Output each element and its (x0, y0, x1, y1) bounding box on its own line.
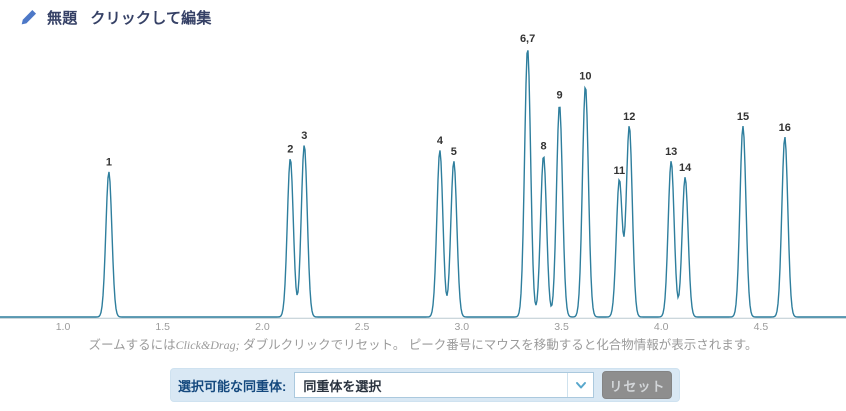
peak-label[interactable]: 3 (301, 130, 307, 142)
peak-label[interactable]: 10 (579, 71, 591, 83)
peak-label[interactable]: 16 (779, 122, 791, 134)
peak-label[interactable]: 12 (623, 111, 635, 123)
help-text-clickdrag: Click&Drag; (175, 338, 240, 352)
x-tick-label: 3.5 (554, 321, 569, 333)
peak-label[interactable]: 1 (106, 157, 112, 169)
x-tick-label: 2.5 (355, 321, 370, 333)
peak-label[interactable]: 11 (613, 165, 625, 177)
isobar-select-label: 選択可能な同重体: (178, 378, 287, 394)
chevron-down-icon[interactable] (567, 373, 593, 397)
x-tick-label: 3.0 (454, 321, 469, 333)
page-title[interactable]: 無題 (47, 10, 78, 27)
x-tick-label: 4.0 (654, 321, 669, 333)
peak-label[interactable]: 14 (679, 162, 692, 174)
peak-label[interactable]: 13 (665, 146, 677, 158)
chromatogram-chart[interactable]: 1.0 1.5 2.0 2.5 3.0 3.5 4.0 4.5 123 456,78910111… (0, 30, 846, 355)
help-text-pre: ズームするには (88, 338, 176, 352)
chromatogram-trace (0, 50, 846, 318)
peak-label[interactable]: 8 (541, 141, 547, 153)
x-tick-label: 4.5 (754, 321, 769, 333)
x-tick-label: 2.0 (255, 321, 270, 333)
isobar-control-bar: 選択可能な同重体: 同重体を選択 リセット (170, 368, 680, 402)
peak-label[interactable]: 15 (737, 111, 749, 123)
isobar-select-value[interactable]: 同重体を選択 (303, 378, 382, 394)
title-edit-hint[interactable]: クリックして編集 (90, 10, 212, 27)
peak-label[interactable]: 2 (287, 143, 293, 155)
help-text-post: ダブルクリックでリセット。 ピーク番号にマウスを移動すると化合物情報が表示されま… (239, 338, 758, 352)
x-tick-label: 1.0 (56, 321, 71, 333)
x-tick-label: 1.5 (155, 321, 170, 333)
peak-label[interactable]: 9 (556, 90, 562, 102)
isobar-select[interactable]: 同重体を選択 (294, 372, 595, 398)
chart-title-editor[interactable]: 無題 クリックして編集 (20, 7, 212, 28)
chart-help-text: ズームするにはClick&Drag; ダブルクリックでリセット。 ピーク番号にマ… (0, 334, 846, 353)
reset-button[interactable]: リセット (602, 371, 673, 399)
peak-label[interactable]: 6,7 (520, 33, 535, 45)
peak-label[interactable]: 4 (437, 135, 444, 147)
pencil-edit-icon[interactable] (20, 9, 37, 26)
peak-label[interactable]: 5 (451, 146, 457, 158)
x-axis-tick-labels: 1.0 1.5 2.0 2.5 3.0 3.5 4.0 4.5 (56, 321, 769, 333)
